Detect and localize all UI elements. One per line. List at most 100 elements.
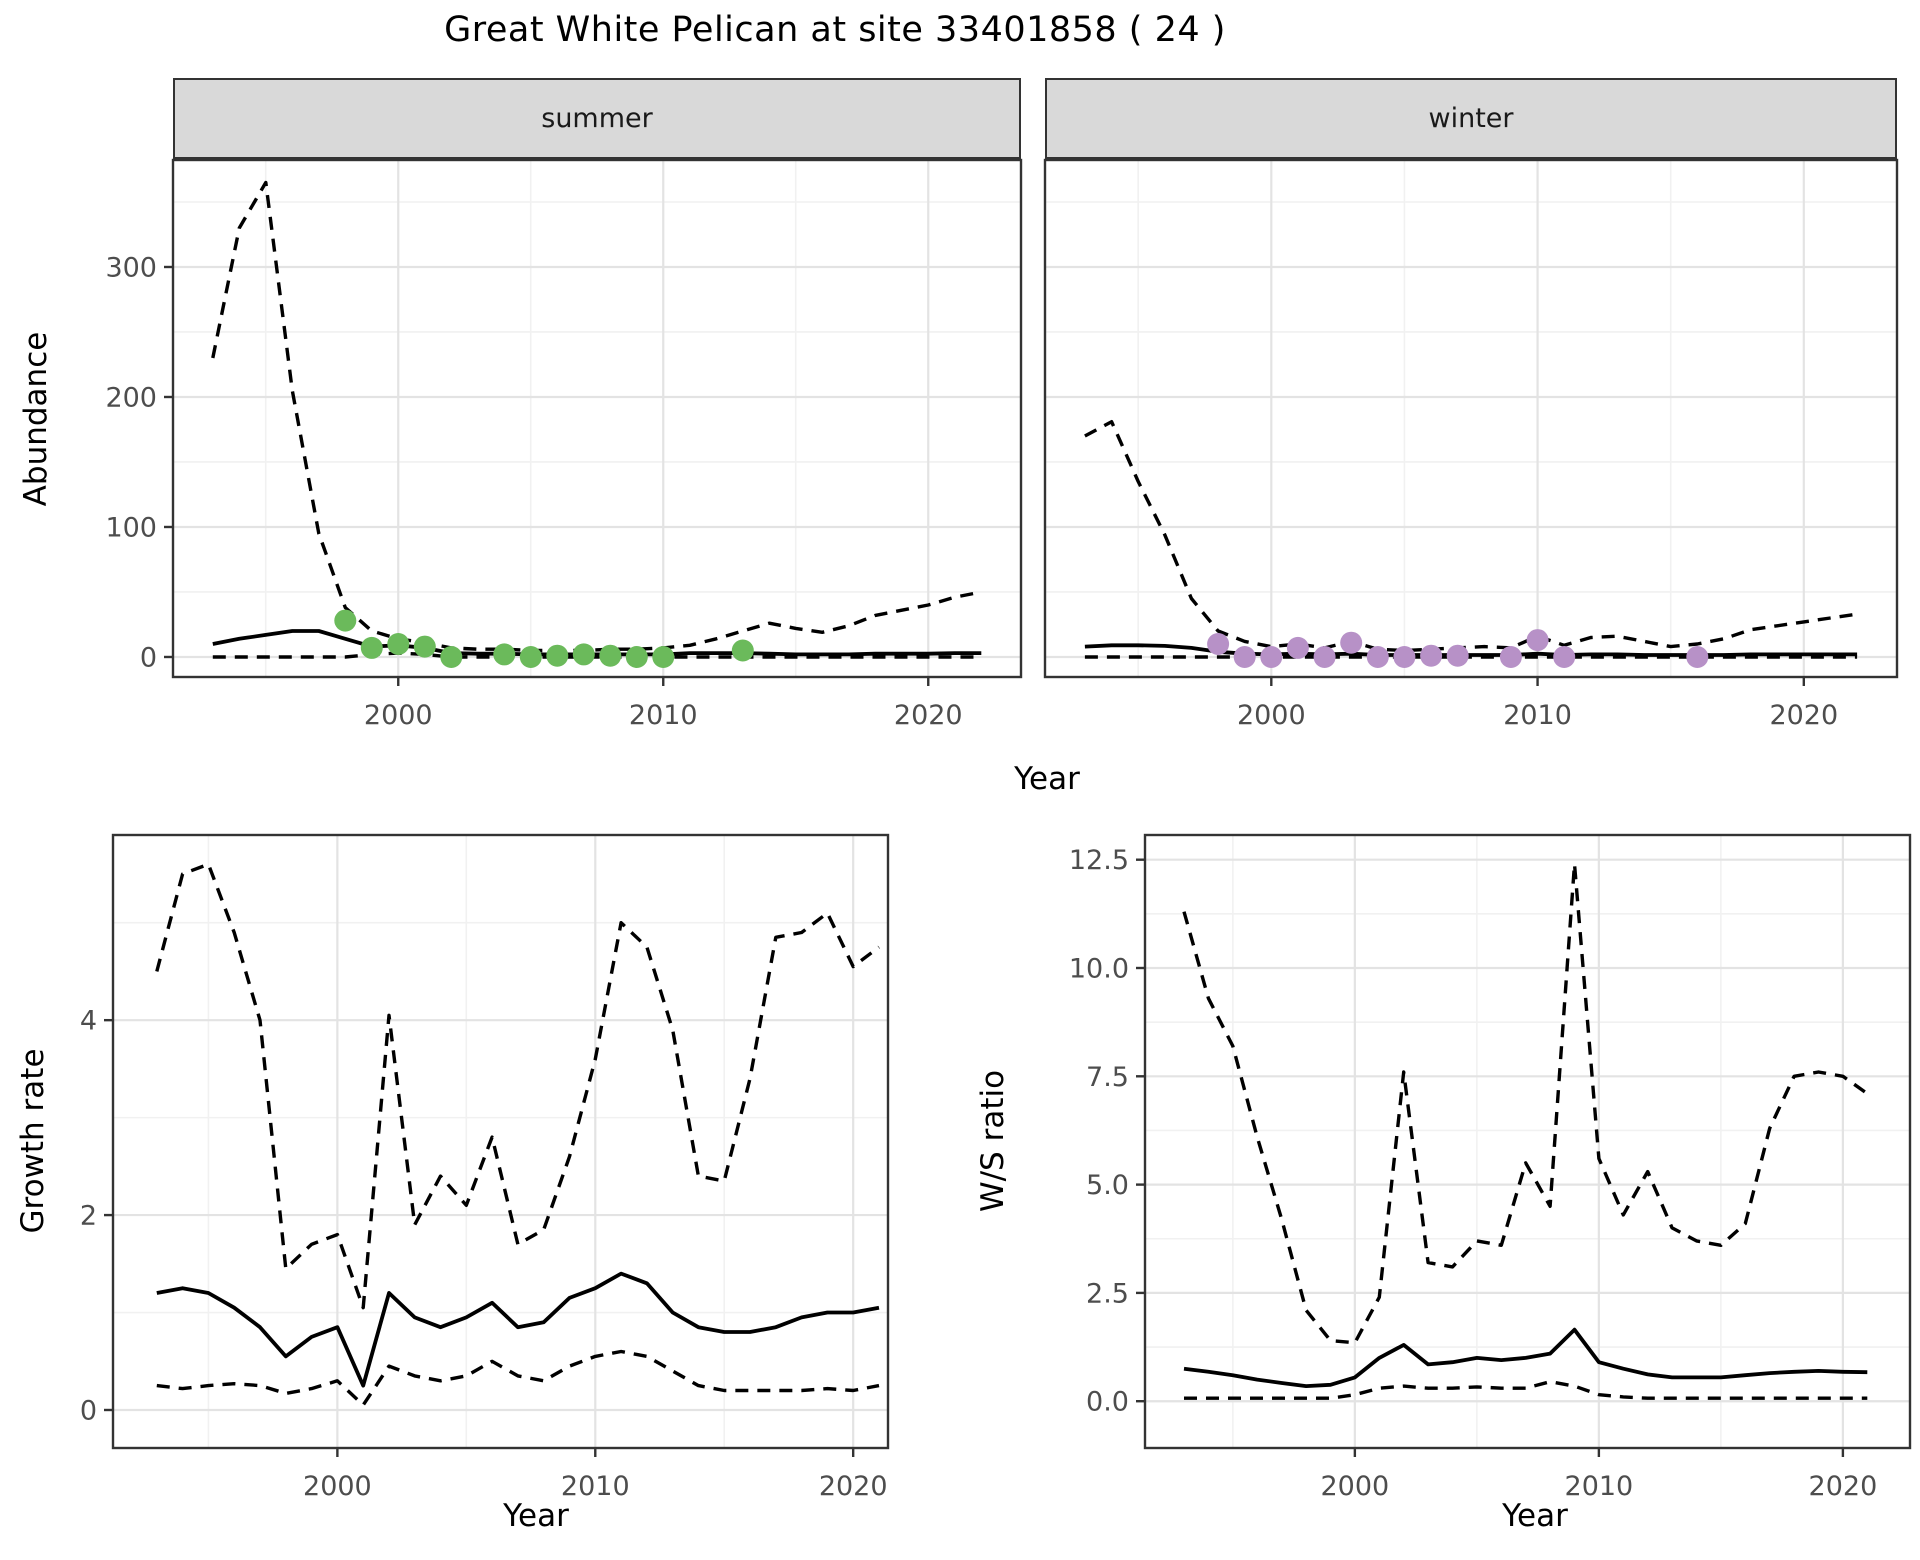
observed-point: [519, 646, 542, 668]
y-tick-label: 100: [105, 512, 157, 543]
x-axis-title-bottom-right: Year: [1502, 1498, 1568, 1534]
observed-point: [1313, 646, 1336, 668]
observed-point: [599, 644, 622, 667]
y-axis-title-abundance: Abundance: [18, 331, 54, 507]
x-axis-title-bottom-left: Year: [503, 1498, 569, 1534]
gridlines: [1045, 160, 1897, 677]
observed-point: [1366, 646, 1389, 668]
x-tick-label: 2020: [1809, 1471, 1878, 1502]
panel-border: [1043, 158, 1899, 679]
fit-line: [1183, 1327, 1868, 1388]
upper_ci-line: [211, 180, 982, 653]
observed-point: [1260, 646, 1283, 668]
observed-point: [1207, 633, 1230, 655]
y-tick-label: 2: [80, 1201, 97, 1232]
x-axis: 2000 2010 2020: [303, 1448, 888, 1502]
observed-point: [493, 643, 516, 666]
x-tick-label: 2000: [1237, 700, 1306, 731]
x-tick-label: 2010: [1503, 700, 1572, 731]
y-axis: 0.0 2.5 5.0 7.5 10.0 12.5: [1069, 845, 1145, 1418]
facet-strip-winter: winter: [1045, 78, 1897, 159]
y-tick-label: 200: [105, 382, 157, 413]
observed-point: [731, 639, 754, 662]
panel-border: [1143, 833, 1912, 1450]
observed-point: [1340, 631, 1363, 654]
y-tick-label: 0.0: [1086, 1387, 1129, 1418]
observed-point: [413, 635, 436, 658]
x-tick-label: 2010: [629, 700, 698, 731]
x-tick-label: 2000: [364, 700, 433, 731]
panel-growth_rate: 2000 2010 2020 0 2 4: [80, 833, 890, 1502]
x-tick-label: 2020: [894, 700, 963, 731]
panel-background: [1045, 160, 1897, 677]
panel-background: [173, 160, 1021, 677]
panel-border: [171, 158, 1023, 679]
panel-abundance_summer: 2000 2010 2020 0 100 200 300: [105, 158, 1023, 731]
figure-title: Great White Pelican at site 33401858 ( 2…: [444, 10, 1226, 50]
panel-border: [111, 833, 890, 1450]
y-axis: 0 100 200 300: [105, 252, 173, 673]
observed-point: [440, 646, 463, 668]
x-tick-label: 2020: [819, 1471, 888, 1502]
observed-points: [334, 609, 754, 668]
x-axis: 2000 2010 2020: [364, 677, 963, 731]
series: [1182, 862, 1869, 1400]
y-tick-label: 10.0: [1069, 953, 1129, 984]
panel-ws_ratio: 2000 2010 2020 0.0 2.5 5.0 7.5 10.0 12.5: [1069, 833, 1912, 1502]
x-axis-title-top: Year: [1014, 761, 1080, 797]
observed-point: [1420, 644, 1443, 667]
observed-points: [1207, 629, 1709, 668]
y-tick-label: 12.5: [1069, 845, 1129, 876]
facet-strip-winter-label: winter: [1428, 103, 1514, 134]
y-tick-label: 0: [80, 1395, 97, 1426]
observed-point: [546, 644, 569, 667]
panel-abundance_winter: 2000 2010 2020: [1043, 158, 1899, 731]
observed-point: [1499, 646, 1522, 668]
x-tick-label: 2020: [1769, 700, 1838, 731]
observed-point: [360, 636, 383, 659]
y-tick-label: 2.5: [1086, 1278, 1129, 1309]
x-tick-label: 2000: [1320, 1471, 1389, 1502]
series: [155, 862, 881, 1407]
panel-background: [1145, 835, 1910, 1448]
panel-background: [113, 835, 888, 1448]
observed-point: [1233, 646, 1256, 668]
observed-point: [572, 643, 595, 666]
y-tick-label: 7.5: [1086, 1062, 1129, 1093]
facet-strip-summer-label: summer: [541, 103, 653, 134]
observed-point: [1393, 646, 1416, 668]
x-axis: 2000 2010 2020: [1320, 1448, 1877, 1502]
fit-line: [156, 1271, 880, 1388]
lower_ci-line: [1184, 1380, 1868, 1400]
y-tick-label: 5.0: [1086, 1170, 1129, 1201]
fit-line: [212, 629, 982, 657]
y-axis-title-ws-ratio: W/S ratio: [975, 1069, 1011, 1213]
lower_ci-line: [156, 1349, 880, 1407]
y-axis-title-growth-rate: Growth rate: [15, 1048, 51, 1234]
y-tick-label: 300: [105, 252, 157, 283]
observed-point: [387, 633, 410, 655]
observed-point: [1686, 646, 1709, 668]
y-axis: 0 2 4: [80, 1006, 113, 1426]
y-tick-label: 4: [80, 1006, 97, 1037]
x-tick-label: 2010: [561, 1471, 630, 1502]
observed-point: [625, 646, 648, 668]
observed-point: [1286, 636, 1309, 659]
observed-point: [1446, 644, 1469, 667]
x-tick-label: 2000: [303, 1471, 372, 1502]
observed-point: [652, 646, 675, 668]
lower_ci-line: [212, 651, 982, 659]
series: [211, 180, 982, 659]
x-tick-label: 2010: [1565, 1471, 1634, 1502]
facet-strip-summer: summer: [173, 78, 1021, 159]
upper_ci-line: [1182, 862, 1869, 1345]
gridlines: [113, 835, 888, 1448]
gridlines: [173, 160, 1021, 677]
x-axis: 2000 2010 2020: [1237, 677, 1838, 731]
observed-point: [334, 609, 357, 632]
observed-point: [1526, 629, 1549, 652]
observed-point: [1553, 646, 1576, 668]
y-tick-label: 0: [140, 642, 157, 673]
